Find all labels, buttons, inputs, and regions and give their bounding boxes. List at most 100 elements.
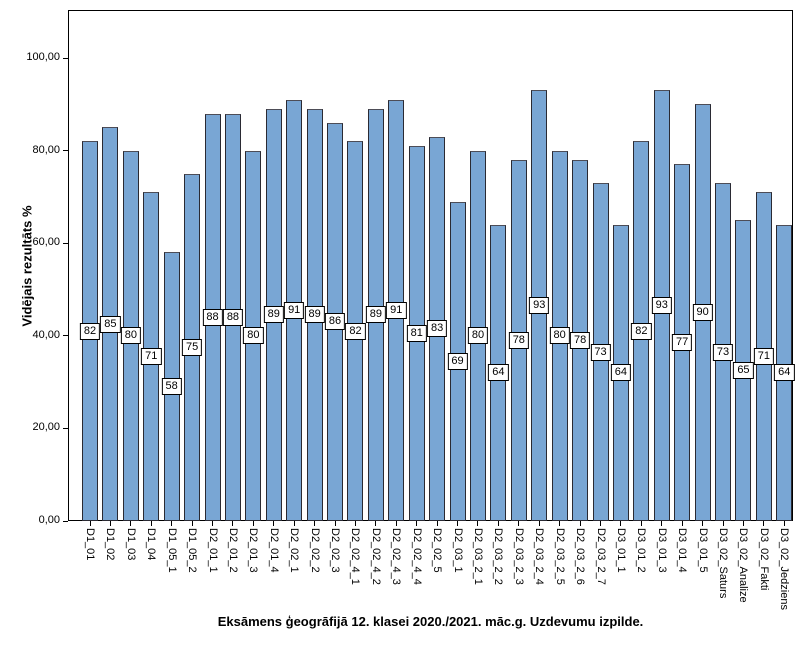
y-axis-tick-label: 20,00 — [32, 421, 60, 434]
bar-value-label: 91 — [386, 301, 407, 319]
bar-value-label: 80 — [243, 327, 264, 345]
x-axis-tick — [600, 521, 601, 526]
y-axis-tick — [63, 242, 68, 244]
x-axis-tick — [375, 521, 377, 526]
y-axis-tick-label: 60,00 — [32, 236, 60, 249]
x-axis-tick — [109, 521, 111, 526]
bar-value-label: 64 — [610, 364, 632, 382]
bar-value-label: 81 — [406, 324, 427, 342]
bar-value-label: 58 — [161, 378, 182, 396]
bar-value-label: 82 — [631, 322, 652, 340]
x-axis-tick — [334, 521, 336, 526]
x-axis-tick-label: D3_02_Fakti — [757, 528, 770, 591]
x-axis-tick — [661, 521, 663, 526]
bar-value-label: 78 — [508, 331, 529, 349]
x-axis-tick-label: D2_03_2_2 — [492, 528, 505, 585]
x-axis-tick-label: D2_03_2_4 — [533, 528, 546, 585]
x-axis-tick — [783, 521, 785, 526]
bar-value-label: 88 — [222, 308, 244, 326]
x-axis-tick — [722, 521, 724, 526]
x-axis-tick-label: D2_03_1 — [451, 528, 464, 573]
x-axis-tick — [477, 521, 479, 526]
y-axis-tick — [63, 57, 68, 59]
x-axis-tick-label: D1_04 — [145, 528, 158, 561]
bar-value-label: 75 — [181, 338, 203, 356]
x-axis-tick — [457, 521, 459, 526]
x-axis-tick-label: D2_01_1 — [206, 528, 219, 573]
x-axis-tick-label: D2_03_2_3 — [512, 528, 525, 585]
x-axis-tick — [191, 521, 193, 526]
y-axis-title: Vidējais rezultāts % — [19, 205, 35, 327]
bar-value-label: 65 — [733, 362, 754, 380]
bar-value-label: 85 — [100, 315, 121, 333]
x-axis-tick-label: D3_01_2 — [635, 528, 648, 573]
bar-value-label: 93 — [529, 297, 550, 315]
x-axis-tick — [579, 521, 581, 526]
x-axis-tick-label: D2_02_4_2 — [369, 528, 382, 585]
bar-value-label: 78 — [569, 331, 591, 349]
x-axis-tick — [395, 521, 397, 526]
x-axis-tick — [150, 521, 152, 526]
x-axis-tick-label: D1_05_1 — [165, 528, 178, 573]
x-axis-tick — [171, 521, 173, 526]
y-axis-tick-label: 0,00 — [38, 514, 60, 526]
x-axis-tick-label: D2_02_1 — [288, 528, 301, 573]
x-axis-tick-label: D1_03 — [124, 528, 137, 561]
bar-value-label: 89 — [263, 306, 284, 324]
x-axis-tick — [354, 521, 356, 526]
bar-value-label: 82 — [79, 322, 101, 340]
x-axis-tick — [314, 521, 316, 526]
x-axis-tick — [559, 521, 561, 526]
x-axis-tick-label: D1_01 — [84, 528, 96, 561]
x-axis-tick — [497, 521, 499, 526]
x-axis-tick-label: D1_05_2 — [186, 528, 199, 573]
x-axis-tick — [130, 521, 132, 526]
bar-value-label: 69 — [447, 352, 468, 370]
x-axis-tick-label: D3_01_4 — [676, 528, 689, 573]
y-axis-tick — [63, 150, 68, 152]
x-axis-tick-label: D2_02_4_1 — [349, 528, 362, 585]
bar-value-label: 71 — [753, 348, 774, 366]
x-axis-tick-label: D3_02_Analize — [737, 528, 750, 603]
x-axis-tick — [212, 521, 214, 526]
x-axis-tick — [89, 521, 91, 526]
x-axis-tick-label: D2_01_4 — [267, 528, 280, 573]
bar-value-label: 71 — [141, 348, 162, 366]
x-axis-tick-label: D2_03_2_7 — [594, 528, 607, 585]
x-axis-tick — [742, 521, 744, 526]
y-axis-tick-label: 80,00 — [32, 143, 60, 156]
bar-value-label: 89 — [365, 306, 386, 324]
x-axis-tick — [620, 521, 622, 526]
x-axis-tick — [681, 521, 683, 526]
x-axis-tick-label: D2_02_3 — [329, 528, 342, 573]
bar-value-label: 80 — [120, 327, 141, 345]
y-axis-tick — [63, 520, 68, 522]
x-axis-tick-label: D2_02_4_4 — [410, 528, 423, 585]
x-axis-tick-label: D2_01_2 — [226, 528, 239, 573]
bar-value-label: 82 — [345, 322, 366, 340]
y-axis-tick — [63, 335, 68, 337]
x-axis-tick-label: D2_02_4_3 — [390, 528, 403, 585]
x-axis-tick-label: D3_02_Saturs — [717, 528, 730, 599]
bar-value-label: 80 — [467, 327, 489, 345]
bar-value-label: 83 — [427, 320, 448, 338]
x-axis-tick-label: D2_02_2 — [308, 528, 321, 573]
x-axis-tick — [518, 521, 520, 526]
bar-value-label: 88 — [202, 308, 223, 326]
x-axis-tick — [416, 521, 418, 526]
x-axis-tick-label: D2_03_2_6 — [574, 528, 587, 585]
x-axis-tick — [538, 521, 540, 526]
x-axis-tick — [273, 521, 275, 526]
bar-value-label: 64 — [774, 364, 795, 382]
x-axis-tick — [232, 521, 234, 526]
x-axis-tick-label: D2_03_2_5 — [553, 528, 566, 585]
x-axis-tick — [252, 521, 254, 526]
x-axis-tick-label: D3_02_Jedziens — [778, 528, 791, 610]
x-axis-tick — [702, 521, 704, 526]
x-axis-tick-label: D3_01_1 — [614, 528, 627, 573]
bar-value-label: 73 — [590, 343, 611, 361]
chart-title: Eksāmens ģeogrāfijā 12. klasei 2020./202… — [217, 614, 644, 629]
x-axis-tick-label: D3_01_5 — [696, 528, 709, 573]
bar-value-label: 89 — [304, 306, 325, 324]
